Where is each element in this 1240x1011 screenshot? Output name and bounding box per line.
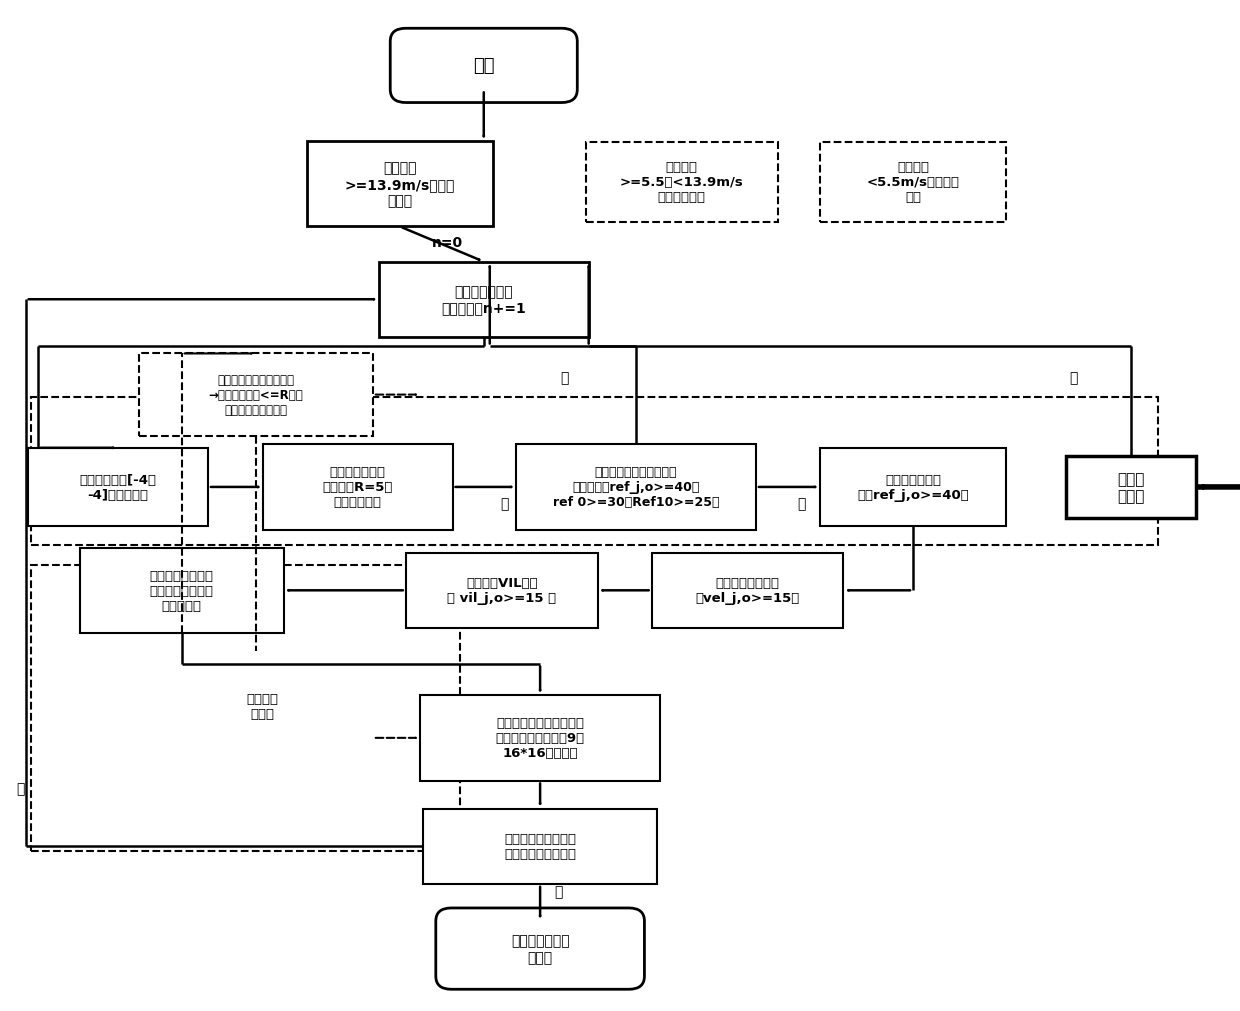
Bar [308,142,492,227]
Text: 保存对流位置和时间，以
对流位置为中心截取9张
16*16产品图像: 保存对流位置和时间，以 对流位置为中心截取9张 16*16产品图像 [496,717,585,759]
Bar [516,445,756,530]
Text: 获取时间偏移[-4，
-4]的雷达图像: 获取时间偏移[-4， -4]的雷达图像 [79,473,156,501]
Text: 获取最强VIL位置
（ vil_j,o>=15 ）: 获取最强VIL位置 （ vil_j,o>=15 ） [448,576,557,605]
Text: 选出风速
>=13.9m/s的自动
站数据: 选出风速 >=13.9m/s的自动 站数据 [345,162,455,208]
Bar [29,448,208,527]
Text: 获取最强速度位置
（vel_j,o>=15）: 获取最强速度位置 （vel_j,o>=15） [696,576,800,605]
Text: 否: 否 [17,782,25,796]
Text: 开始: 开始 [472,58,495,76]
Bar [1066,456,1195,519]
Text: 该个例数据（时间相同，
→对流位置差值<=R）尚
未在其他类别中保存: 该个例数据（时间相同， →对流位置差值<=R）尚 未在其他类别中保存 [208,374,304,417]
Text: 是: 是 [554,885,562,899]
Text: 选出风速
>=5.5，<13.9m/s
的自动站数据: 选出风速 >=5.5，<13.9m/s 的自动站数据 [620,161,744,204]
Text: 获取对
流位置: 获取对 流位置 [1117,471,1145,503]
Bar [379,262,589,338]
Bar [585,143,777,222]
Bar [820,143,1006,222]
Text: 获取最强回波位
置（ref_j,o>=40）: 获取最强回波位 置（ref_j,o>=40） [857,473,968,501]
FancyBboxPatch shape [391,29,578,103]
Text: 自动站影响半径
范围内（R=5）
存在对流云点: 自动站影响半径 范围内（R=5） 存在对流云点 [322,466,393,509]
Bar [31,566,460,851]
Bar [652,553,843,628]
Text: 是: 是 [797,496,806,511]
Bar [405,553,598,628]
Bar [263,445,453,530]
Text: 减少样本
的交叉: 减少样本 的交叉 [246,693,278,720]
Text: 判断是否为该类别的
最后一个自动站数据: 判断是否为该类别的 最后一个自动站数据 [505,832,577,860]
Bar [420,696,660,780]
Text: 读取下一个自动
站站数据，n+=1: 读取下一个自动 站站数据，n+=1 [441,285,526,315]
Text: 否: 否 [1069,371,1078,385]
Bar [820,448,1006,527]
FancyBboxPatch shape [435,908,645,990]
Text: n=0: n=0 [433,236,464,250]
Bar [139,354,373,437]
Text: 结束该类别的个
例匹配: 结束该类别的个 例匹配 [511,933,569,963]
Text: 是: 是 [500,496,508,511]
Bar [31,397,1158,546]
Text: 选出风速
<5.5m/s的自动站
数据: 选出风速 <5.5m/s的自动站 数据 [867,161,960,204]
Text: 自动站影响半径范围内存
在强回波（ref_j,o>=40；
ref 0>=30，Ref10>=25）: 自动站影响半径范围内存 在强回波（ref_j,o>=40； ref 0>=30，… [553,466,719,509]
Bar [79,548,284,633]
Bar [423,809,657,884]
Text: 对存在的最强位置
进行加权平均，得
到对流位置: 对存在的最强位置 进行加权平均，得 到对流位置 [150,569,213,613]
Text: 否: 否 [560,371,568,385]
